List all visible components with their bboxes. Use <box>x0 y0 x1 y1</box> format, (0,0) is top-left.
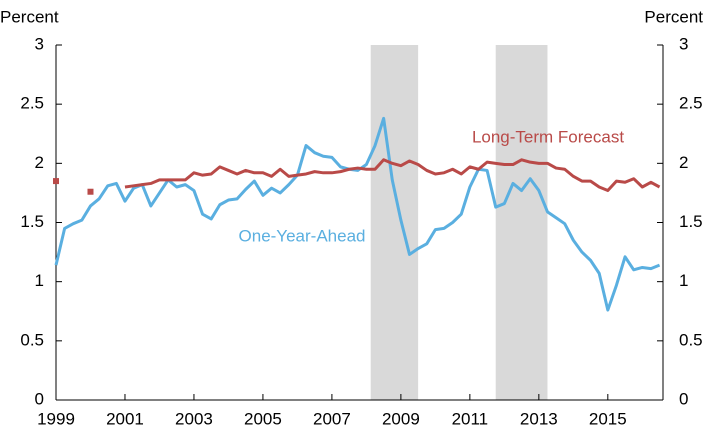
shaded-period <box>495 45 548 400</box>
y-tick-label: 1 <box>35 271 44 290</box>
series-label: One-Year-Ahead <box>239 226 366 245</box>
y-tick-label: 3 <box>35 34 44 53</box>
series-line <box>54 116 661 312</box>
y2-tick-label: 1.5 <box>679 212 703 231</box>
series-line <box>124 158 661 193</box>
y2-tick-label: 1 <box>679 271 688 290</box>
y2-tick-label: 0 <box>679 389 688 408</box>
point <box>87 188 94 195</box>
series-label: Long-Term Forecast <box>472 127 624 146</box>
y2-axis-label: Percent <box>644 7 703 26</box>
y-tick-label: 2.5 <box>20 94 44 113</box>
x-tick-label: 1999 <box>37 409 75 428</box>
y-tick-label: 1.5 <box>20 212 44 231</box>
y-tick-label: 2 <box>35 153 44 172</box>
y-axis-label: Percent <box>0 7 59 26</box>
x-tick-label: 2015 <box>589 409 627 428</box>
y2-tick-label: 2 <box>679 153 688 172</box>
y2-tick-label: 2.5 <box>679 94 703 113</box>
point <box>53 178 59 185</box>
shaded-period <box>370 45 419 400</box>
x-tick-label: 2009 <box>382 409 420 428</box>
x-tick-label: 2005 <box>244 409 282 428</box>
x-tick-label: 2011 <box>452 409 489 428</box>
x-tick-label: 2007 <box>313 409 351 428</box>
x-tick-label: 2003 <box>175 409 213 428</box>
x-tick-label: 2013 <box>520 409 558 428</box>
y2-tick-label: 3 <box>679 34 688 53</box>
y-tick-label: 0.5 <box>20 330 44 349</box>
y2-tick-label: 0.5 <box>679 330 703 349</box>
x-tick-label: 2001 <box>106 409 144 428</box>
y-tick-label: 0 <box>35 389 44 408</box>
